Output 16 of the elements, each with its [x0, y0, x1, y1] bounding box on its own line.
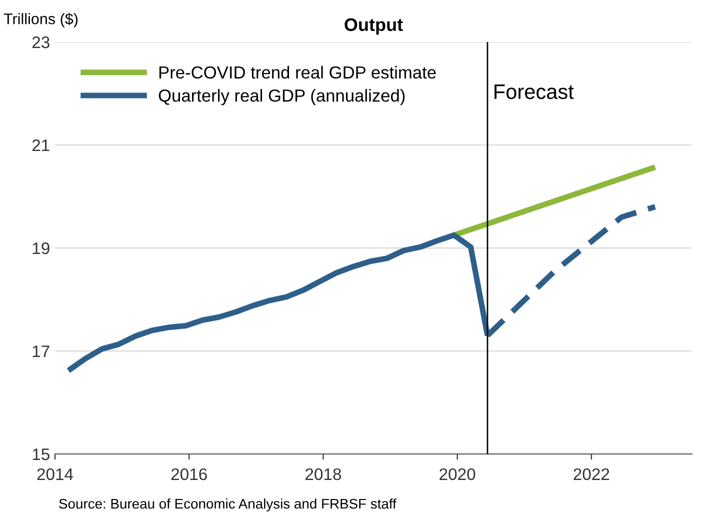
x-tick-label: 2016 — [171, 468, 207, 480]
source-note: Source: Bureau of Economic Analysis and FRBSF staff — [59, 498, 396, 512]
legend-label: Pre-COVID trend real GDP estimate — [159, 66, 436, 79]
legend-label: Quarterly real GDP (annualized) — [158, 88, 405, 106]
x-tick-label: 2020 — [440, 468, 476, 480]
y-tick-label: 23 — [32, 36, 50, 48]
y-tick-label: 21 — [32, 139, 50, 152]
x-tick-label: 2014 — [37, 468, 74, 480]
y-tick-label: 17 — [32, 346, 50, 358]
y-tick-label: 19 — [32, 242, 50, 254]
x-tick-label: 2022 — [574, 468, 610, 480]
ref-line-label: Forecast — [494, 84, 574, 100]
y-tick-label: 15 — [32, 448, 50, 460]
chart-title: Output — [344, 18, 403, 35]
x-tick-label: 2018 — [306, 468, 342, 480]
y-axis-title: Trillions ($) — [4, 12, 78, 28]
